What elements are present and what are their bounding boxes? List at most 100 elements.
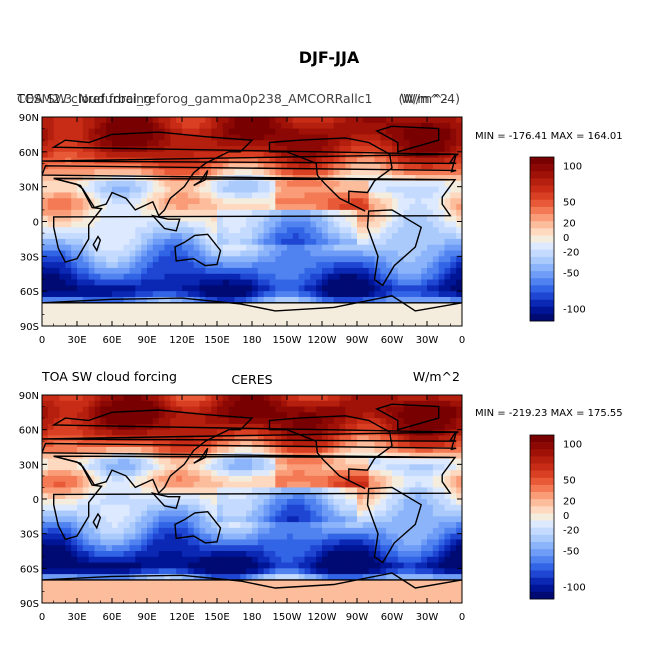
field-cell [269,169,276,176]
field-cell [380,221,387,228]
field-cell [444,117,451,124]
field-cell [88,186,96,194]
field-cell [246,209,253,217]
field-cell [77,285,84,292]
field-cell [71,151,78,159]
field-cell [438,487,446,494]
field-cell [304,545,311,552]
field-cell [310,134,317,141]
field-cell [427,273,434,281]
field-cell [59,285,66,292]
field-cell [193,128,201,136]
field-cell [187,302,195,310]
field-cell [42,308,49,315]
field-cell [88,429,96,437]
field-cell [246,499,253,506]
field-cell [409,117,416,124]
colorbar-swatch [530,206,554,215]
field-cell [199,499,206,506]
field-cell [444,400,451,408]
field-cell [444,522,451,529]
field-cell [339,458,346,465]
field-cell [392,556,399,564]
field-cell [269,400,276,408]
field-cell [421,464,428,471]
field-cell [257,256,265,263]
field-cell [392,291,399,298]
field-cell [269,545,276,552]
field-cell [47,539,55,546]
field-cell [187,279,195,286]
field-cell [444,441,451,448]
field-cell [316,412,323,419]
field-cell [158,302,166,310]
field-cell [275,128,282,136]
field-cell [263,227,271,234]
field-cell [158,151,166,159]
field-cell [82,285,90,292]
field-cell [304,134,311,141]
field-cell [374,493,381,500]
field-cell [397,423,405,431]
field-cell [164,291,171,298]
field-cell [339,447,346,454]
field-cell [53,522,61,529]
field-cell [275,204,282,211]
field-cell [380,186,387,194]
field-cell [234,475,241,483]
field-cell [234,447,241,454]
field-cell [77,273,84,281]
field-cell [362,423,370,431]
field-cell [450,250,457,257]
field-cell [275,308,282,315]
field-cell [53,423,61,431]
field-cell [205,227,212,234]
field-cell [409,273,416,281]
field-cell [47,209,55,217]
field-cell [275,314,282,321]
field-cell [333,464,341,471]
field-cell [409,320,416,326]
field-cell [456,395,462,402]
field-cell [211,533,218,541]
field-cell [345,447,352,454]
field-cell [421,285,428,292]
field-cell [351,493,358,500]
field-cell [368,423,376,431]
field-cell [176,320,183,326]
field-cell [94,545,101,552]
field-cell [193,186,201,194]
field-cell [246,296,253,304]
field-cell [269,279,276,286]
field-cell [211,128,218,136]
field-cell [368,441,376,448]
field-cell [310,475,317,483]
field-cell [397,198,405,205]
field-cell [193,314,201,321]
field-cell [345,395,352,402]
field-cell [304,435,311,442]
field-cell [112,192,119,199]
field-cell [199,481,206,489]
field-cell [275,395,282,402]
field-cell [82,499,90,506]
field-cell [357,227,364,234]
field-cell [117,481,125,489]
field-cell [164,128,171,136]
field-cell [234,527,241,535]
field-cell [53,458,61,465]
field-cell [234,285,241,292]
field-cell [217,256,224,263]
field-cell [187,464,195,471]
field-cell [182,169,189,176]
field-cell [100,533,107,541]
field-cell [362,221,370,228]
field-cell [59,279,66,286]
field-cell [205,157,212,165]
field-cell [252,302,259,310]
field-cell [298,441,306,448]
field-cell [82,140,90,147]
field-cell [421,320,428,326]
field-cell [403,175,411,182]
field-cell [129,562,136,569]
